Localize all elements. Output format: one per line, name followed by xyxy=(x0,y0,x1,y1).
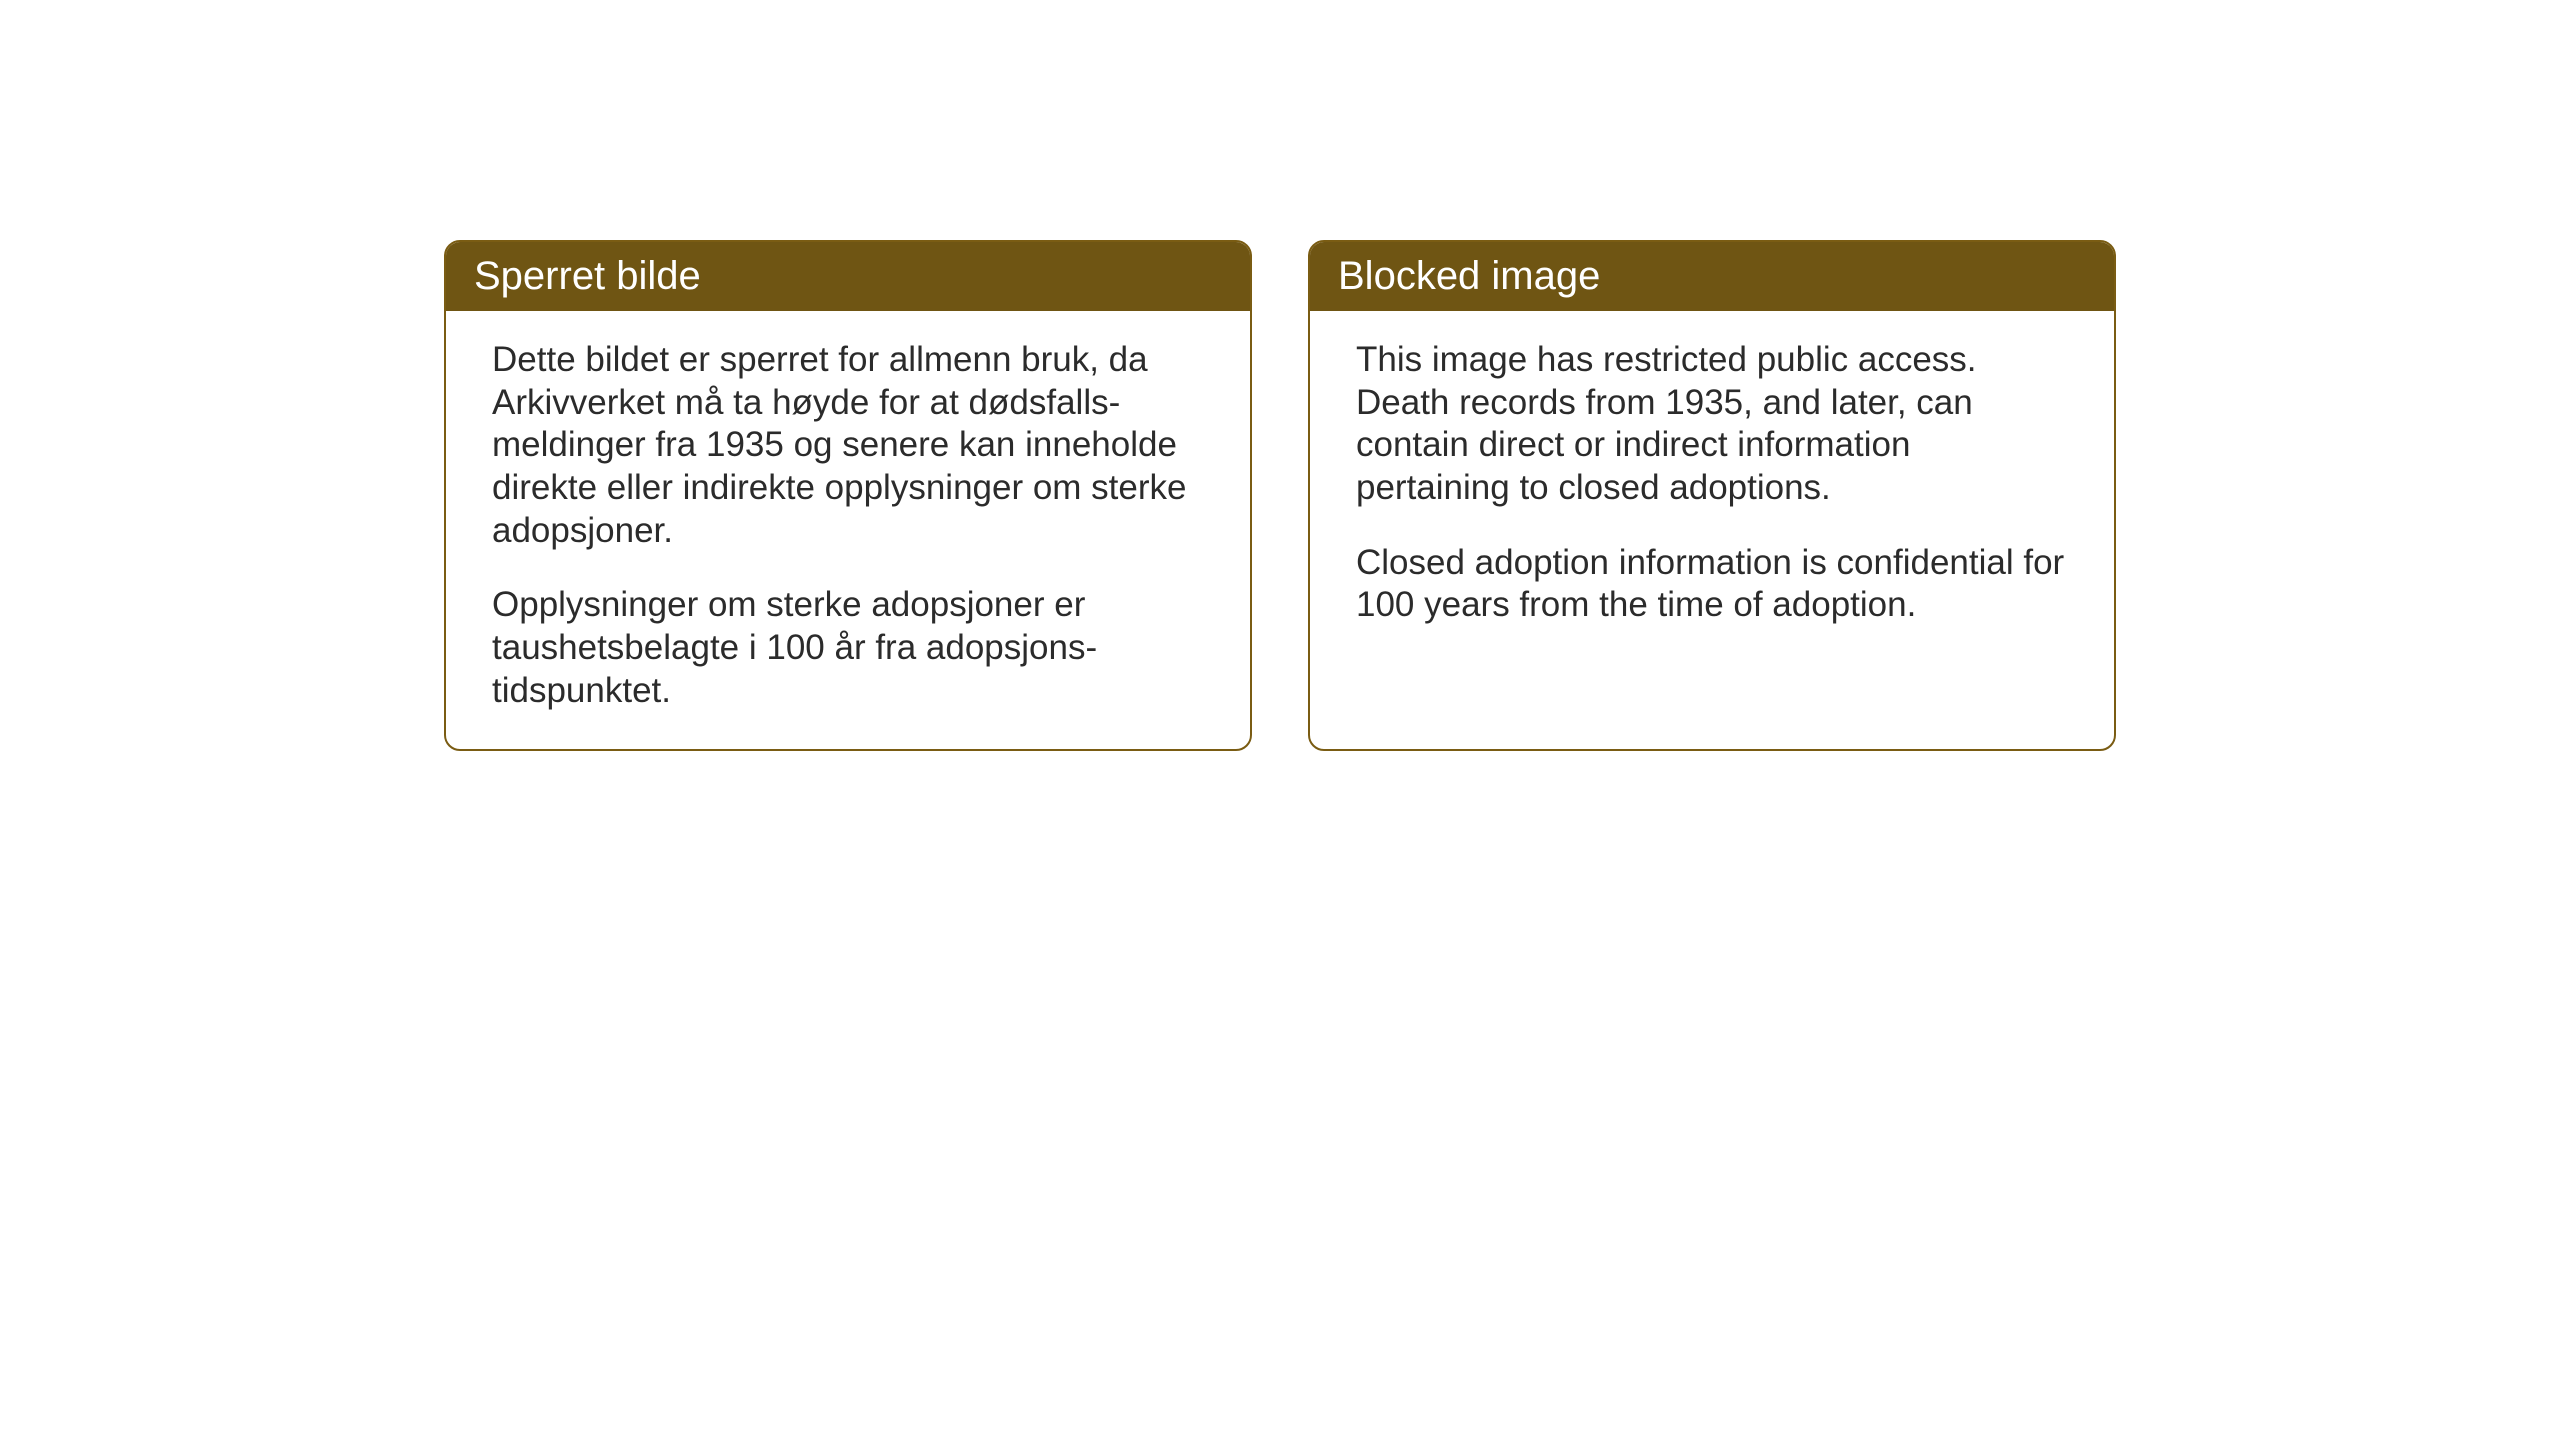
card-body-english: This image has restricted public access.… xyxy=(1310,311,2114,741)
card-title-english: Blocked image xyxy=(1338,254,1600,298)
card-paragraph-1-english: This image has restricted public access.… xyxy=(1356,339,2068,510)
card-title-norwegian: Sperret bilde xyxy=(474,254,701,298)
card-body-norwegian: Dette bildet er sperret for allmenn bruk… xyxy=(446,311,1250,749)
card-paragraph-2-norwegian: Opplysninger om sterke adopsjoner er tau… xyxy=(492,584,1204,712)
card-norwegian: Sperret bilde Dette bildet er sperret fo… xyxy=(444,240,1252,751)
card-header-english: Blocked image xyxy=(1310,242,2114,311)
card-header-norwegian: Sperret bilde xyxy=(446,242,1250,311)
card-paragraph-2-english: Closed adoption information is confident… xyxy=(1356,542,2068,627)
card-english: Blocked image This image has restricted … xyxy=(1308,240,2116,751)
cards-container: Sperret bilde Dette bildet er sperret fo… xyxy=(0,0,2560,751)
card-paragraph-1-norwegian: Dette bildet er sperret for allmenn bruk… xyxy=(492,339,1204,552)
